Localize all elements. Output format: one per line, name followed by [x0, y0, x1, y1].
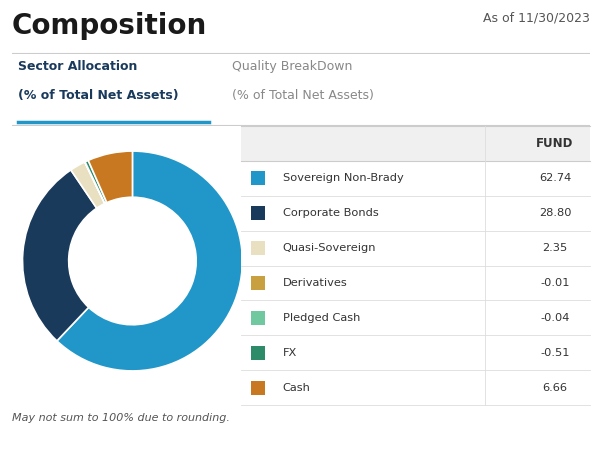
Bar	[251, 381, 264, 395]
Text: Quasi-Sovereign: Quasi-Sovereign	[283, 243, 376, 253]
Bar	[251, 206, 264, 220]
Text: Sovereign Non-Brady: Sovereign Non-Brady	[283, 173, 403, 183]
Text: 2.35: 2.35	[542, 243, 568, 253]
Text: Pledged Cash: Pledged Cash	[283, 313, 360, 323]
Bar	[251, 311, 264, 325]
Text: As of 11/30/2023: As of 11/30/2023	[483, 12, 590, 25]
Text: (% of Total Net Assets): (% of Total Net Assets)	[232, 89, 373, 102]
Text: Corporate Bonds: Corporate Bonds	[283, 208, 379, 218]
Bar	[241, 196, 590, 230]
Text: May not sum to 100% due to rounding.: May not sum to 100% due to rounding.	[12, 413, 230, 423]
Wedge shape	[85, 160, 107, 203]
Wedge shape	[57, 151, 243, 371]
Bar	[251, 241, 264, 255]
Bar	[251, 346, 264, 360]
Bar	[241, 126, 590, 161]
Text: FX: FX	[283, 348, 297, 358]
Text: (% of Total Net Assets): (% of Total Net Assets)	[18, 89, 178, 102]
Text: 62.74: 62.74	[539, 173, 571, 183]
Bar	[241, 301, 590, 335]
Bar	[251, 276, 264, 290]
Bar	[251, 171, 264, 185]
Bar	[241, 230, 590, 266]
Text: Sector Allocation: Sector Allocation	[18, 60, 137, 73]
Text: Derivatives: Derivatives	[283, 278, 347, 288]
Text: -0.01: -0.01	[540, 278, 570, 288]
Wedge shape	[71, 162, 105, 208]
Text: Composition: Composition	[12, 12, 207, 40]
Bar	[241, 370, 590, 405]
Text: -0.04: -0.04	[541, 313, 569, 323]
Text: -0.51: -0.51	[540, 348, 570, 358]
Text: 28.80: 28.80	[539, 208, 571, 218]
Bar	[241, 161, 590, 196]
Text: 6.66: 6.66	[542, 382, 568, 392]
Text: FUND: FUND	[536, 137, 574, 150]
Wedge shape	[22, 170, 97, 341]
Wedge shape	[85, 162, 105, 203]
Bar	[241, 335, 590, 370]
Wedge shape	[85, 162, 105, 203]
Bar	[241, 266, 590, 301]
Text: Quality BreakDown: Quality BreakDown	[232, 60, 352, 73]
Wedge shape	[88, 151, 132, 202]
Text: Cash: Cash	[283, 382, 311, 392]
